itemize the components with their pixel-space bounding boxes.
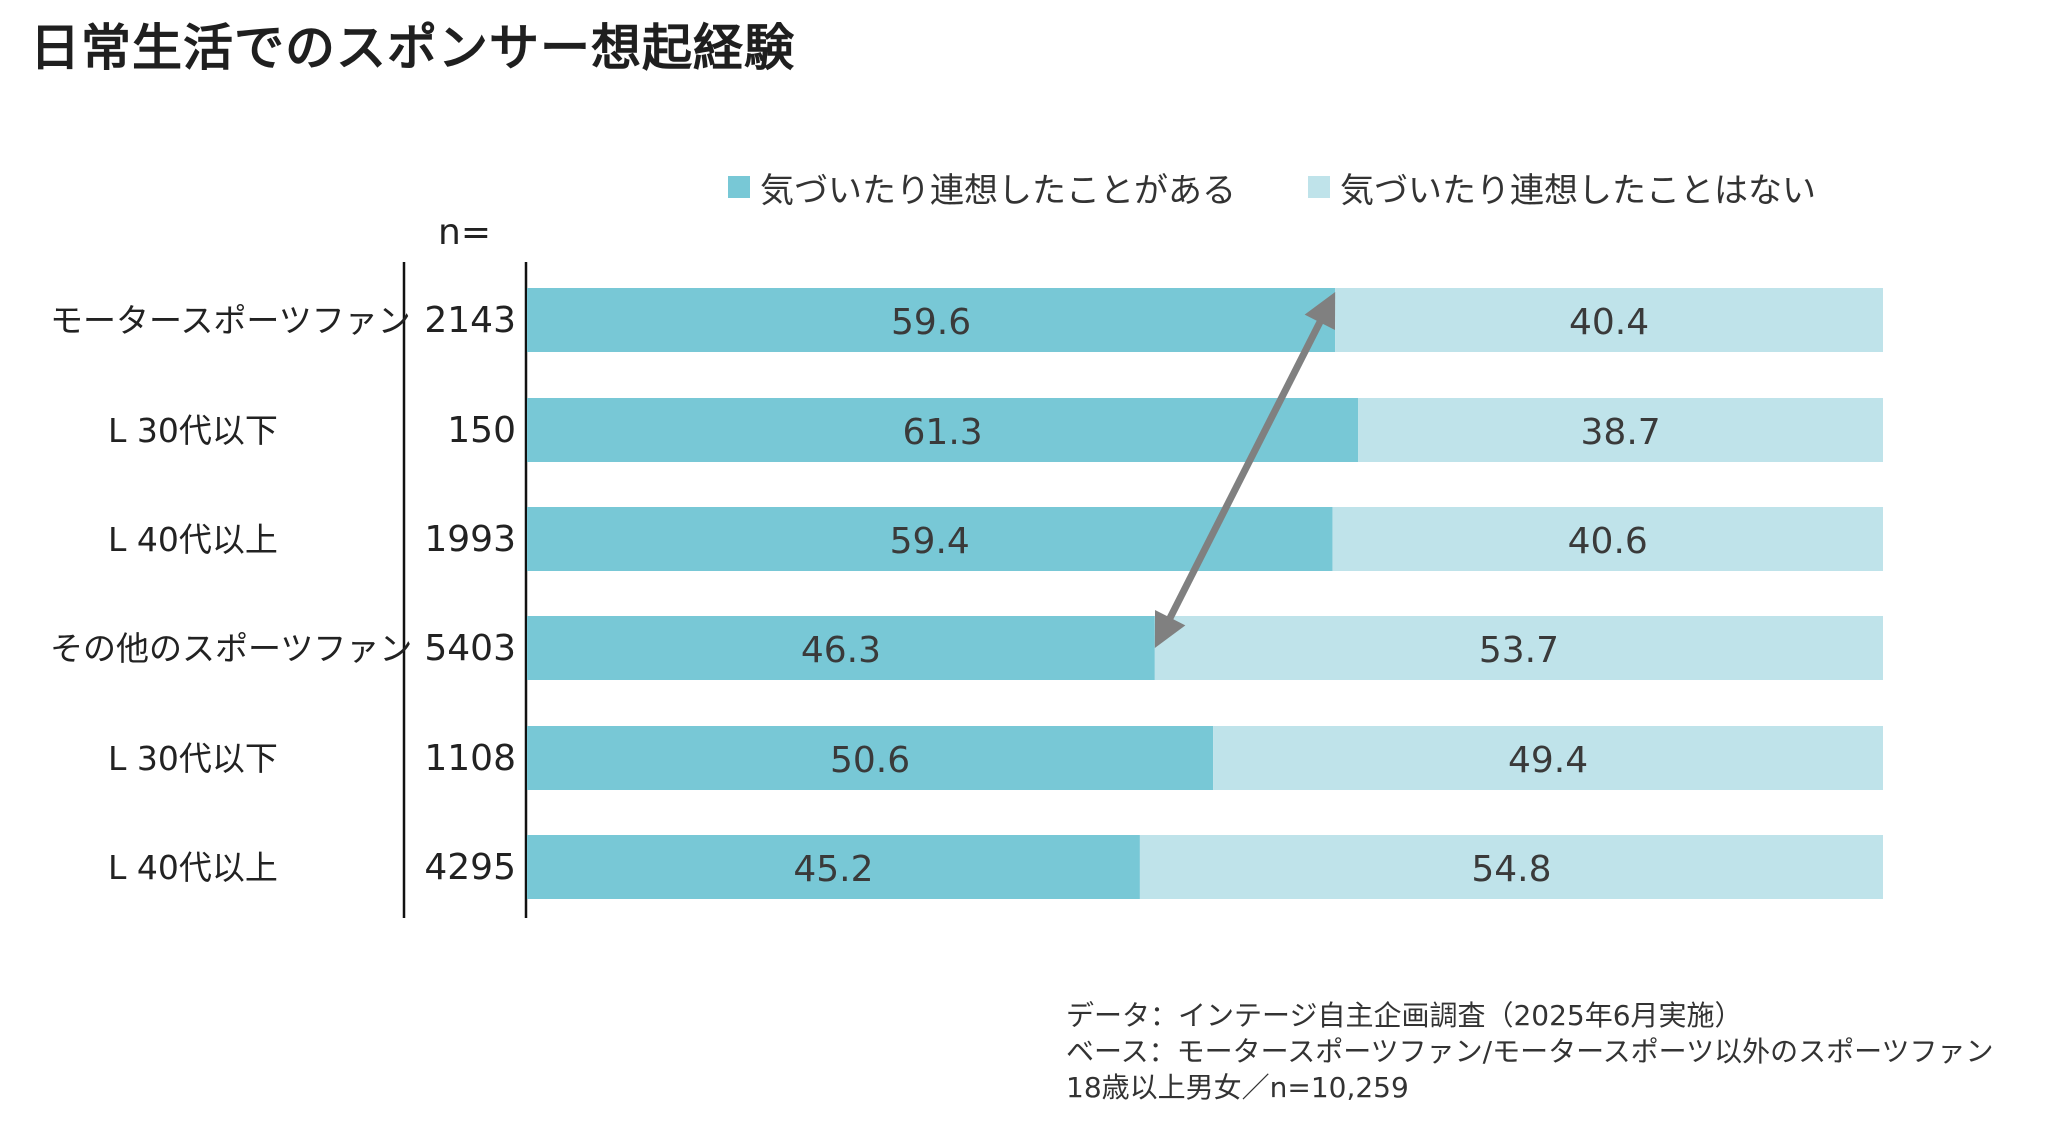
category-label-4: L 30代以下: [108, 739, 278, 778]
legend-label-not-aware: 気づいたり連想したことはない: [1340, 170, 1816, 211]
data-label-aware-0: 59.6: [891, 302, 971, 343]
footnote: データ：インテージ自主企画調査（2025年6月実施） ベース：モータースポーツフ…: [1066, 998, 1994, 1106]
arrow-shaft: [1163, 314, 1327, 626]
n-value-1: 150: [447, 410, 516, 451]
bar-segment-not-aware-5: [1139, 835, 1883, 899]
category-label-1: L 30代以下: [108, 411, 278, 450]
arrow-head-bottom: [1154, 609, 1186, 648]
data-label-not-aware-4: 49.4: [1508, 740, 1588, 781]
bar-segment-aware-3: [527, 616, 1155, 680]
footnote-line-2: ベース：モータースポーツファン/モータースポーツ以外のスポーツファン: [1066, 1035, 1994, 1068]
data-label-not-aware-1: 38.7: [1581, 412, 1661, 453]
bar-segment-not-aware-0: [1335, 288, 1883, 352]
category-label-2: L 40代以上: [108, 520, 278, 559]
n-value-4: 1108: [424, 738, 516, 779]
chart-legend: 気づいたり連想したことがある 気づいたり連想したことはない: [728, 163, 1888, 212]
bar-segment-not-aware-3: [1154, 616, 1883, 680]
data-label-not-aware-0: 40.4: [1569, 302, 1649, 343]
bar-segment-not-aware-2: [1332, 507, 1883, 571]
bar-segment-not-aware-4: [1213, 726, 1883, 790]
legend-swatch-not-aware: [1308, 176, 1330, 198]
footnote-line-3: 18歳以上男女／n=10,259: [1066, 1071, 1409, 1104]
category-label-0: モータースポーツファン: [50, 301, 411, 340]
legend-swatch-aware: [728, 176, 750, 198]
bar-segment-aware-0: [527, 288, 1336, 352]
data-label-aware-5: 45.2: [793, 849, 873, 890]
footnote-line-1: データ：インテージ自主企画調査（2025年6月実施）: [1066, 999, 1743, 1032]
data-label-aware-2: 59.4: [890, 521, 970, 562]
category-label-5: L 40代以上: [108, 848, 278, 887]
data-label-aware-4: 50.6: [830, 740, 910, 781]
data-label-aware-3: 46.3: [801, 630, 881, 671]
data-label-not-aware-2: 40.6: [1568, 521, 1648, 562]
n-value-5: 4295: [424, 847, 516, 888]
n-value-3: 5403: [424, 628, 516, 669]
bar-segment-aware-4: [527, 726, 1214, 790]
data-label-not-aware-5: 54.8: [1471, 849, 1551, 890]
data-label-aware-1: 61.3: [903, 412, 983, 453]
arrow-head-top: [1304, 292, 1336, 331]
page-title: 日常生活でのスポンサー想起経験: [30, 19, 795, 77]
category-label-3: その他のスポーツファン: [50, 629, 412, 668]
n-value-2: 1993: [424, 519, 516, 560]
bar-segment-not-aware-1: [1358, 398, 1883, 462]
n-value-0: 2143: [424, 300, 516, 341]
bar-segment-aware-5: [527, 835, 1140, 899]
legend-item-not-aware: 気づいたり連想したことはない: [1308, 163, 1816, 212]
legend-label-aware: 気づいたり連想したことがある: [760, 170, 1236, 211]
data-label-not-aware-3: 53.7: [1479, 630, 1559, 671]
n-column-header: n=: [438, 212, 491, 253]
bar-segment-aware-1: [527, 398, 1359, 462]
legend-item-aware: 気づいたり連想したことがある: [728, 163, 1236, 212]
